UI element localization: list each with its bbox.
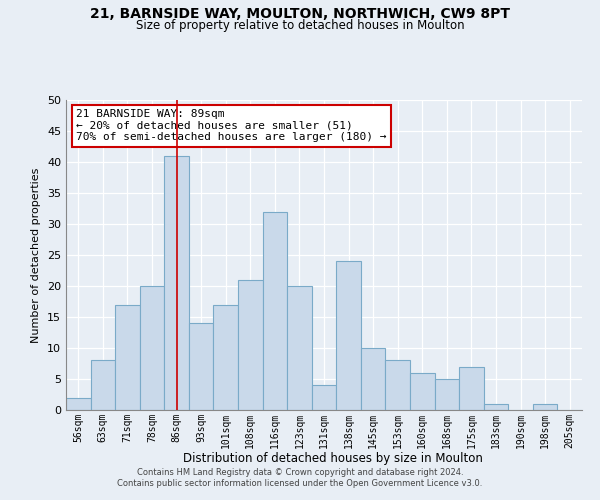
Bar [434, 379, 459, 410]
Bar [238, 280, 263, 410]
Bar [214, 304, 238, 410]
Bar [385, 360, 410, 410]
Text: Size of property relative to detached houses in Moulton: Size of property relative to detached ho… [136, 18, 464, 32]
Bar [115, 304, 140, 410]
Bar [189, 323, 214, 410]
Bar [336, 261, 361, 410]
Bar [484, 404, 508, 410]
Text: 21 BARNSIDE WAY: 89sqm
← 20% of detached houses are smaller (51)
70% of semi-det: 21 BARNSIDE WAY: 89sqm ← 20% of detached… [76, 110, 387, 142]
Text: 21, BARNSIDE WAY, MOULTON, NORTHWICH, CW9 8PT: 21, BARNSIDE WAY, MOULTON, NORTHWICH, CW… [90, 8, 510, 22]
Bar [459, 366, 484, 410]
Text: Contains HM Land Registry data © Crown copyright and database right 2024.
Contai: Contains HM Land Registry data © Crown c… [118, 468, 482, 487]
Bar [410, 373, 434, 410]
Bar [66, 398, 91, 410]
Bar [263, 212, 287, 410]
Bar [312, 385, 336, 410]
Bar [164, 156, 189, 410]
Text: Distribution of detached houses by size in Moulton: Distribution of detached houses by size … [183, 452, 483, 465]
Bar [361, 348, 385, 410]
Bar [140, 286, 164, 410]
Bar [91, 360, 115, 410]
Bar [287, 286, 312, 410]
Y-axis label: Number of detached properties: Number of detached properties [31, 168, 41, 342]
Bar [533, 404, 557, 410]
